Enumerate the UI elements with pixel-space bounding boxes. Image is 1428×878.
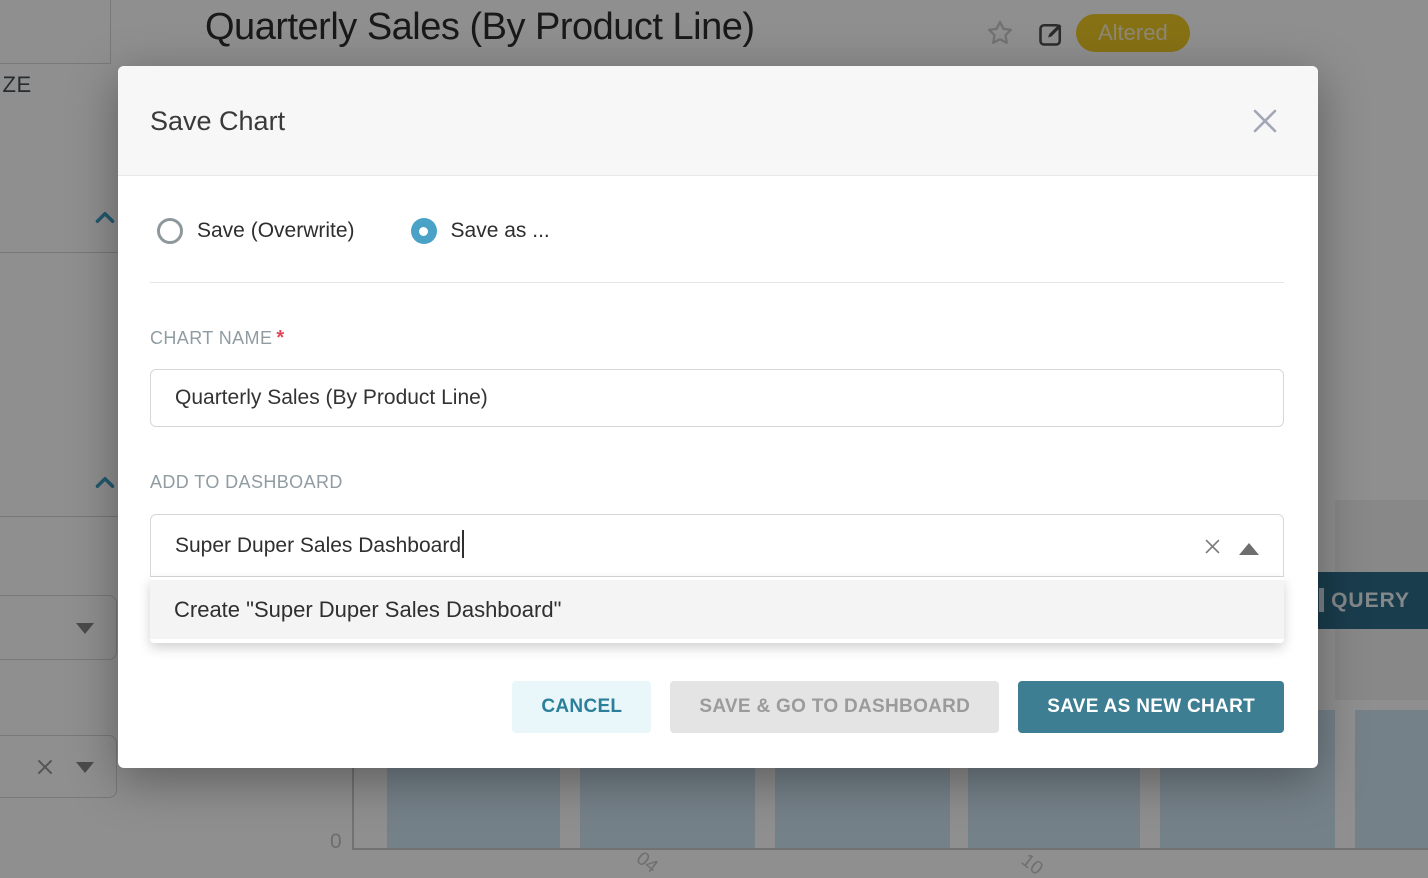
altered-badge: Altered	[1076, 14, 1190, 52]
add-to-dashboard-label: ADD TO DASHBOARD	[150, 472, 343, 492]
radio-save-as[interactable]	[410, 218, 437, 244]
sidebar-select-clearable[interactable]	[0, 735, 117, 798]
text-cursor	[462, 530, 465, 558]
clear-icon[interactable]	[35, 757, 55, 782]
caret-down-icon	[76, 762, 94, 773]
chart-x-axis	[352, 848, 1428, 850]
save-as-new-chart-button[interactable]: SAVE AS NEW CHART	[1018, 681, 1284, 733]
chart-panel-edge	[1335, 500, 1428, 572]
dashboard-combobox-value[interactable]: Super Duper Sales Dashboard	[175, 515, 465, 576]
sidebar-divider	[0, 516, 118, 517]
chevron-up-icon[interactable]	[92, 470, 118, 501]
cancel-button[interactable]: CANCEL	[512, 681, 652, 733]
dashboard-combobox[interactable]: Super Duper Sales Dashboard	[150, 514, 1284, 577]
radio-label[interactable]: Save (Overwrite)	[197, 219, 355, 242]
star-icon[interactable]	[986, 19, 1014, 52]
caret-up-icon[interactable]	[1239, 543, 1259, 555]
sidebar-select[interactable]	[0, 595, 117, 660]
create-dashboard-option[interactable]: Create "Super Duper Sales Dashboard"	[150, 580, 1284, 639]
page-title: Quarterly Sales (By Product Line)	[205, 6, 755, 48]
save-chart-modal: Save Chart Save (Overwrite) Save as ... …	[118, 66, 1318, 768]
chart-name-label: CHART NAME *	[150, 327, 285, 350]
save-mode-radio-group: Save (Overwrite) Save as ...	[157, 218, 550, 244]
required-marker: *	[276, 327, 285, 349]
radio-label[interactable]: Save as ...	[450, 219, 550, 242]
modal-header: Save Chart	[118, 66, 1318, 176]
sidebar-header-border	[0, 63, 111, 64]
y-axis-tick: 0	[330, 830, 342, 853]
sidebar-border	[110, 0, 111, 63]
edit-icon[interactable]	[1037, 20, 1065, 53]
caret-down-icon	[76, 623, 94, 634]
radio-dot	[419, 226, 429, 236]
dashboard-dropdown: Create "Super Duper Sales Dashboard"	[150, 577, 1284, 643]
clear-icon[interactable]	[1204, 538, 1221, 555]
clipped-letter-fragment	[1319, 588, 1324, 612]
chart-bar	[1355, 710, 1428, 848]
chart-panel-edge	[1335, 629, 1428, 700]
radio-save-overwrite[interactable]	[157, 218, 183, 244]
chart-name-label-text: CHART NAME	[150, 328, 273, 348]
close-icon[interactable]	[1250, 106, 1280, 136]
dashboard-value-text: Super Duper Sales Dashboard	[175, 534, 462, 557]
chart-y-axis	[352, 700, 354, 848]
save-go-to-dashboard-button[interactable]: SAVE & GO TO DASHBOARD	[670, 681, 1000, 733]
modal-title: Save Chart	[150, 106, 286, 136]
tab-customize[interactable]: CUSTOMIZE	[0, 72, 32, 97]
modal-footer: CANCEL SAVE & GO TO DASHBOARD SAVE AS NE…	[512, 681, 1284, 733]
divider	[150, 282, 1284, 283]
sidebar-divider	[0, 252, 118, 253]
chevron-up-icon[interactable]	[92, 205, 118, 236]
chart-name-input[interactable]	[150, 369, 1284, 427]
